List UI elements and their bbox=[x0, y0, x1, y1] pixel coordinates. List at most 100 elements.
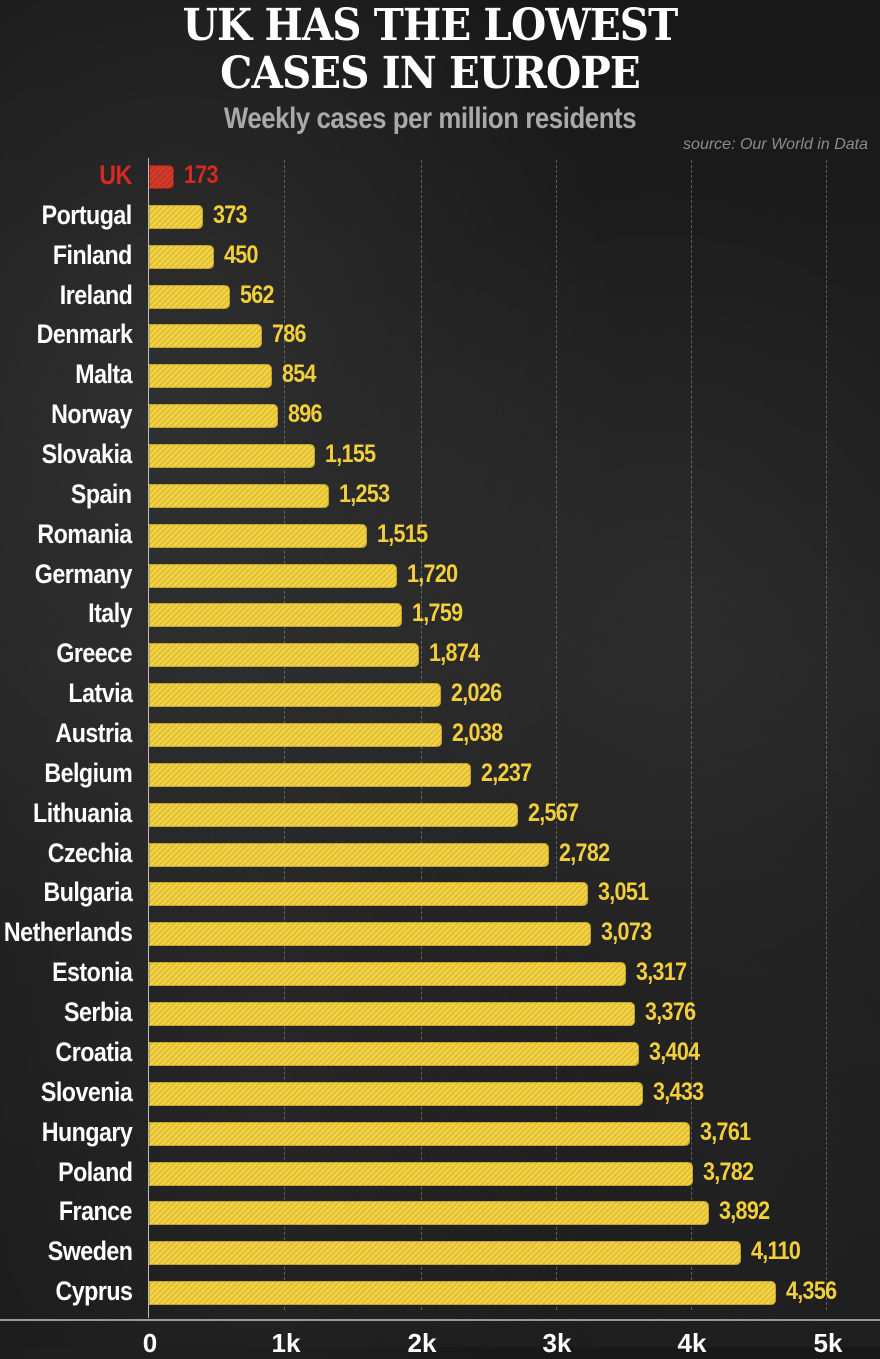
value-label: 3,892 bbox=[719, 1197, 770, 1226]
country-label: Greece bbox=[56, 638, 132, 669]
chart-subtitle: Weekly cases per million residents bbox=[223, 102, 637, 135]
bar bbox=[149, 563, 397, 588]
country-label: Norway bbox=[51, 399, 132, 430]
bar-row-greece: Greece 1,874 bbox=[0, 634, 880, 674]
bar bbox=[149, 523, 368, 548]
country-label: Denmark bbox=[36, 319, 132, 350]
bar bbox=[149, 683, 441, 708]
bar bbox=[149, 643, 419, 668]
value-label: 4,110 bbox=[750, 1237, 801, 1266]
x-tick-2k: 2k bbox=[407, 1328, 437, 1358]
bar bbox=[149, 882, 589, 907]
bar bbox=[149, 204, 203, 229]
bar-row-slovenia: Slovenia 3,433 bbox=[0, 1073, 880, 1113]
bar bbox=[149, 842, 550, 867]
value-label: 2,237 bbox=[480, 758, 532, 787]
bar bbox=[149, 1161, 694, 1186]
country-label: Croatia bbox=[55, 1036, 133, 1067]
value-label: 2,782 bbox=[559, 838, 610, 867]
country-label: Poland bbox=[57, 1156, 133, 1187]
x-tick-1k: 1k bbox=[271, 1328, 301, 1358]
value-label: 373 bbox=[212, 200, 248, 229]
bar-row-croatia: Croatia 3,404 bbox=[0, 1033, 880, 1073]
gridline-3k bbox=[556, 160, 557, 1310]
value-label: 3,317 bbox=[636, 958, 687, 987]
country-label: Austria bbox=[55, 718, 133, 749]
country-label: Germany bbox=[34, 558, 133, 589]
bar-row-germany: Germany 1,720 bbox=[0, 555, 880, 595]
country-label: Italy bbox=[88, 598, 132, 629]
bar-row-bulgaria: Bulgaria 3,051 bbox=[0, 873, 880, 913]
country-label: Romania bbox=[37, 518, 133, 549]
x-tick-4k: 4k bbox=[677, 1328, 707, 1358]
bar-row-estonia: Estonia 3,317 bbox=[0, 953, 880, 993]
value-label: 3,761 bbox=[700, 1117, 751, 1146]
bar bbox=[149, 762, 471, 787]
bar-row-ireland: Ireland 562 bbox=[0, 276, 880, 316]
country-label: Lithuania bbox=[33, 797, 132, 828]
bar-row-norway: Norway 896 bbox=[0, 395, 880, 435]
gridline-5k bbox=[826, 160, 827, 1310]
source-note: source: Our World in Data bbox=[683, 136, 868, 153]
bar-row-hungary: Hungary 3,761 bbox=[0, 1113, 880, 1153]
y-axis-line bbox=[148, 158, 149, 1318]
bar-row-sweden: Sweden 4,110 bbox=[0, 1232, 880, 1272]
bar-row-netherlands: Netherlands 3,073 bbox=[0, 913, 880, 953]
country-label: Finland bbox=[53, 239, 132, 270]
bar bbox=[149, 922, 592, 947]
country-label: Slovakia bbox=[41, 439, 133, 470]
bar bbox=[149, 1281, 776, 1306]
bar-row-romania: Romania 1,515 bbox=[0, 515, 880, 555]
country-label: UK bbox=[99, 160, 132, 190]
bar-row-serbia: Serbia 3,376 bbox=[0, 993, 880, 1033]
bar bbox=[149, 1241, 741, 1266]
value-label: 3,376 bbox=[644, 998, 696, 1027]
bar bbox=[149, 444, 316, 469]
value-label: 1,253 bbox=[339, 479, 390, 508]
value-label: 2,026 bbox=[450, 679, 502, 708]
value-label: 3,073 bbox=[601, 918, 652, 947]
value-label: 1,720 bbox=[406, 559, 458, 588]
country-label: France bbox=[58, 1196, 133, 1227]
country-label: Belgium bbox=[44, 757, 133, 788]
chart-title-line-2: CASES IN EUROPE bbox=[220, 48, 641, 99]
bar bbox=[149, 324, 263, 349]
country-label: Serbia bbox=[64, 997, 132, 1028]
country-label: Spain bbox=[71, 478, 132, 509]
value-label: 1,874 bbox=[428, 639, 480, 668]
country-label: Latvia bbox=[67, 678, 133, 709]
x-tick-3k: 3k bbox=[542, 1328, 572, 1358]
bar bbox=[149, 1081, 644, 1106]
bar-row-lithuania: Lithuania 2,567 bbox=[0, 794, 880, 834]
bar bbox=[149, 1041, 639, 1066]
country-label: Netherlands bbox=[3, 917, 132, 948]
country-label: Cyprus bbox=[55, 1276, 132, 1307]
value-label: 1,515 bbox=[377, 519, 428, 548]
bar bbox=[149, 364, 272, 389]
value-label: 896 bbox=[287, 400, 323, 429]
country-label: Ireland bbox=[59, 279, 132, 310]
bar-row-malta: Malta 854 bbox=[0, 355, 880, 395]
value-label: 173 bbox=[183, 161, 219, 189]
value-label: 4,356 bbox=[786, 1277, 837, 1306]
value-label: 562 bbox=[239, 280, 275, 309]
country-label: Bulgaria bbox=[43, 877, 132, 908]
value-label: 450 bbox=[223, 240, 259, 269]
bar bbox=[149, 165, 174, 189]
bar-row-cyprus: Cyprus 4,356 bbox=[0, 1272, 880, 1312]
country-label: Hungary bbox=[41, 1116, 132, 1147]
bar-row-czechia: Czechia 2,782 bbox=[0, 834, 880, 874]
bar bbox=[149, 1201, 710, 1226]
bar bbox=[149, 244, 214, 269]
bar-row-italy: Italy 1,759 bbox=[0, 594, 880, 634]
bar-row-latvia: Latvia 2,026 bbox=[0, 674, 880, 714]
bar bbox=[149, 723, 443, 748]
country-label: Czechia bbox=[47, 837, 133, 868]
bar-row-france: France 3,892 bbox=[0, 1192, 880, 1232]
bar-row-slovakia: Slovakia 1,155 bbox=[0, 435, 880, 475]
bar-row-uk: UK 173 bbox=[0, 156, 880, 196]
country-label: Portugal bbox=[41, 199, 133, 230]
bar bbox=[149, 483, 330, 508]
bar bbox=[149, 802, 519, 827]
value-label: 3,051 bbox=[598, 878, 649, 907]
